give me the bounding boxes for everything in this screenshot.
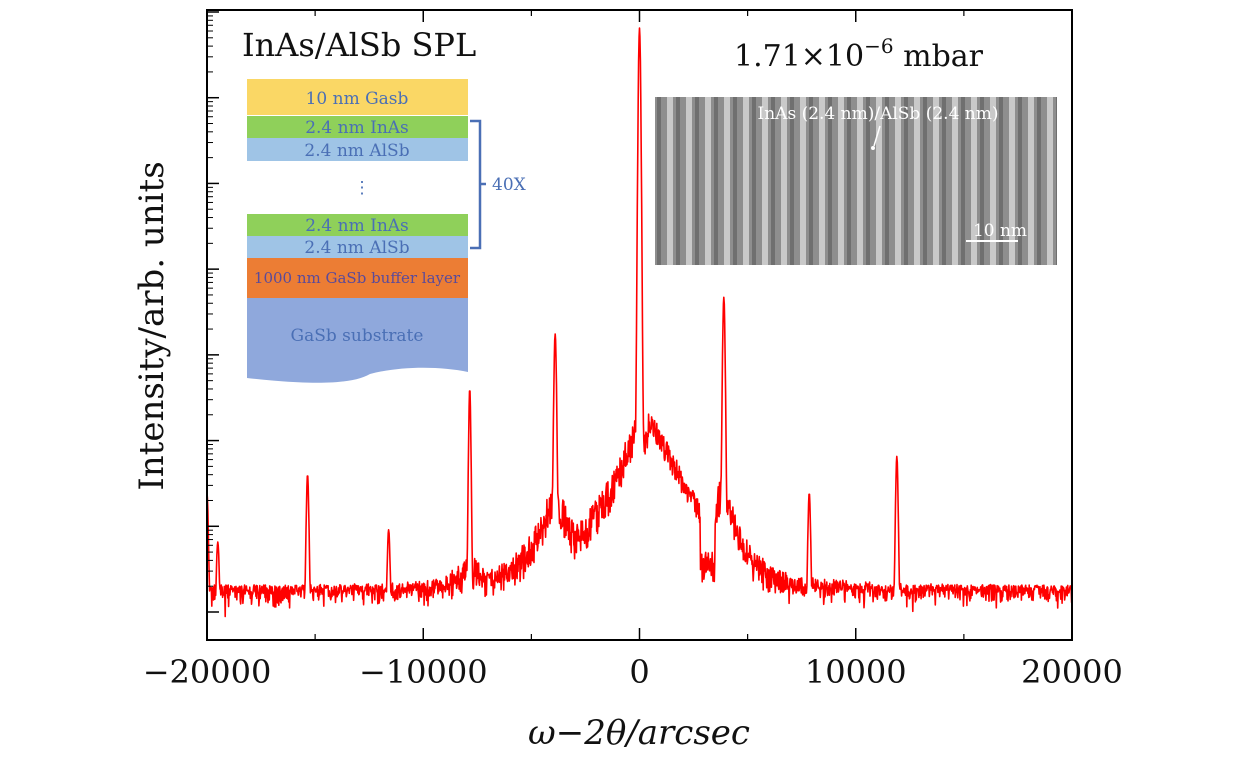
x-tick-labels: −20000 −10000 0 10000 20000 — [143, 653, 1123, 691]
layer-buffer-label: 1000 nm GaSb buffer layer — [254, 269, 461, 287]
layer-inas-top-label: 2.4 nm InAs — [305, 118, 409, 138]
xrd-trace — [207, 27, 1072, 618]
x-tick-label: 20000 — [1021, 653, 1123, 691]
repeat-brace — [470, 119, 486, 250]
x-axis — [206, 10, 1073, 640]
pressure-value: 1.71×10 — [734, 39, 864, 74]
layer-buffer — [247, 258, 468, 298]
pressure-unit: mbar — [894, 39, 984, 74]
tem-pointer — [873, 125, 881, 147]
layer-capping — [247, 79, 468, 115]
layer-alsb-top-label: 2.4 nm AlSb — [304, 141, 409, 161]
y-axis — [207, 11, 219, 613]
layer-alsb-bottom — [247, 236, 468, 258]
layer-alsb-bottom-label: 2.4 nm AlSb — [304, 238, 409, 258]
layer-structure-inset: 10 nm Gasb 2.4 nm InAs 2.4 nm AlSb ⋮ 2.4… — [247, 79, 527, 383]
layer-inas-top — [247, 116, 468, 138]
x-tick-label: 0 — [629, 653, 649, 691]
x-axis-title: ω−2θ/arcsec — [528, 713, 750, 753]
x-tick-label: −10000 — [359, 653, 488, 691]
layer-inas-bottom-label: 2.4 nm InAs — [305, 216, 409, 236]
tem-caption: InAs (2.4 nm)/AlSb (2.4 nm) — [758, 104, 999, 124]
scale-bar-label: 10 nm — [973, 221, 1027, 241]
tem-image-inset: InAs (2.4 nm)/AlSb (2.4 nm) 10 nm — [655, 97, 1057, 265]
sample-label: InAs/AlSb SPL — [242, 26, 476, 64]
tem-image — [655, 97, 1057, 265]
y-axis-title: Intensity/arb. units — [132, 161, 172, 490]
layer-substrate — [247, 298, 468, 383]
layer-substrate-label: GaSb substrate — [291, 326, 424, 346]
x-tick-label: −20000 — [143, 653, 272, 691]
tem-pointer-head — [871, 146, 875, 150]
layer-capping-label: 10 nm Gasb — [306, 89, 409, 109]
layer-inas-bottom — [247, 214, 468, 236]
pressure-label: 1.71×10−6 mbar — [734, 34, 984, 74]
repeat-label: 40X — [492, 175, 527, 195]
pressure-exponent: −6 — [864, 34, 893, 58]
x-tick-label: 10000 — [805, 653, 907, 691]
layer-ellipsis: ⋮ — [354, 178, 371, 198]
layer-alsb-top — [247, 138, 468, 161]
